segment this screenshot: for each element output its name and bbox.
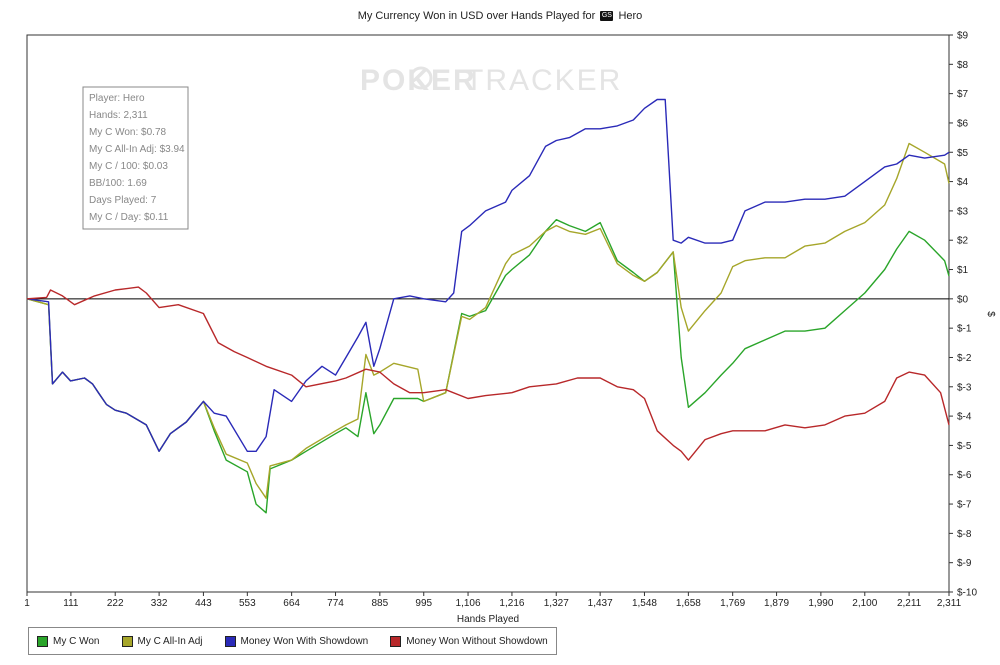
stats-line: My C / Day: $0.11	[89, 212, 169, 223]
legend-item-my-c-won: My C Won	[37, 635, 100, 647]
legend-label: My C Won	[53, 635, 100, 647]
x-tick-label: 332	[151, 598, 168, 609]
stats-line: My C All-In Adj: $3.94	[89, 144, 185, 155]
y-tick-label: $3	[957, 206, 969, 217]
legend-swatch	[121, 635, 133, 647]
y-tick-label: $6	[957, 118, 969, 129]
x-axis: 1 111 222 332 443 553 664 774 885 995 1,106 1,216 1,…	[24, 592, 962, 609]
x-tick-label: 1,327	[544, 598, 569, 609]
player-site-icon: GS	[600, 11, 614, 22]
x-tick-label: 1,990	[808, 598, 833, 609]
y-tick-label: $2	[957, 236, 969, 247]
stats-box-frame	[82, 86, 189, 230]
y-tick-label: $4	[957, 177, 969, 188]
series-lines	[26, 98, 950, 514]
chart-legend: My C Won My C All-In Adj Money Won With …	[28, 627, 557, 655]
x-tick-label: 1,769	[720, 598, 745, 609]
legend-label: My C All-In Adj	[137, 635, 203, 647]
x-tick-label: 2,211	[897, 598, 922, 609]
watermark-right: TRACKER	[465, 64, 622, 97]
y-axis: $9 $8 $7 $6 $5 $4 $3 $2 $1 $0 $-1 $-2 $-3 $-4 $-5 $-6 $-…	[949, 31, 977, 599]
watermark-chip-icon	[409, 66, 433, 90]
legend-swatch	[390, 635, 402, 647]
x-tick-label: 2,100	[852, 598, 877, 609]
stats-line: Player: Hero	[89, 93, 145, 104]
legend-item-all-in-adj: My C All-In Adj	[121, 635, 203, 647]
x-axis-label: Hands Played	[457, 614, 519, 625]
x-tick-label: 1,437	[588, 598, 613, 609]
x-tick-label: 222	[107, 598, 124, 609]
x-tick-label: 1,548	[632, 598, 657, 609]
x-tick-label: 664	[283, 598, 300, 609]
x-tick-label: 1	[24, 598, 30, 609]
y-tick-label: $-5	[957, 441, 972, 452]
y-tick-label: $-1	[957, 324, 972, 335]
series-line-money-won-without-showdown	[26, 286, 950, 461]
series-line-money-won-with-showdown	[26, 98, 950, 452]
legend-item-with-showdown: Money Won With Showdown	[224, 635, 369, 647]
y-tick-label: $8	[957, 60, 969, 71]
y-tick-label: $-7	[957, 500, 972, 511]
y-tick-label: $-2	[957, 353, 972, 364]
stats-line: BB/100: 1.69	[89, 178, 147, 189]
x-tick-label: 995	[415, 598, 432, 609]
legend-item-without-showdown: Money Won Without Showdown	[390, 635, 548, 647]
legend-swatch	[37, 635, 48, 647]
stats-box: Player: Hero Hands: 2,311 My C Won: $0.78 M…	[82, 86, 189, 230]
x-tick-label: 1,216	[499, 598, 524, 609]
y-axis-label: $	[985, 311, 996, 317]
x-tick-label: 885	[371, 598, 388, 609]
x-tick-label: 2,311	[937, 598, 962, 609]
y-tick-label: $7	[957, 89, 969, 100]
stats-line: Hands: 2,311	[89, 110, 148, 121]
x-tick-label: 553	[239, 598, 256, 609]
x-tick-label: 1,106	[456, 598, 481, 609]
y-tick-label: $9	[957, 31, 969, 42]
x-tick-label: 1,658	[676, 598, 701, 609]
x-tick-label: 774	[327, 598, 344, 609]
legend-label: Money Won Without Showdown	[406, 635, 548, 647]
y-tick-label: $5	[957, 148, 969, 159]
stats-line: My C / 100: $0.03	[89, 161, 168, 172]
x-tick-label: 1,879	[764, 598, 789, 609]
x-tick-label: 443	[195, 598, 212, 609]
y-tick-label: $1	[957, 265, 969, 276]
y-tick-label: $-8	[957, 529, 972, 540]
y-tick-label: $0	[957, 294, 969, 305]
y-tick-label: $-9	[957, 558, 972, 569]
legend-swatch	[224, 635, 236, 647]
y-tick-label: $-10	[957, 588, 977, 599]
chart-title-player: Hero	[618, 10, 643, 22]
y-tick-label: $-4	[957, 412, 972, 423]
stats-line: My C Won: $0.78	[89, 127, 167, 138]
stats-line: Days Played: 7	[89, 195, 157, 206]
watermark: POKER TRACKER	[360, 64, 622, 97]
y-tick-label: $-6	[957, 470, 972, 481]
y-tick-label: $-3	[957, 382, 972, 393]
legend-label: Money Won With Showdown	[240, 635, 369, 647]
x-tick-label: 111	[63, 598, 79, 609]
chart-title: My Currency Won in USD over Hands Played…	[357, 10, 643, 22]
